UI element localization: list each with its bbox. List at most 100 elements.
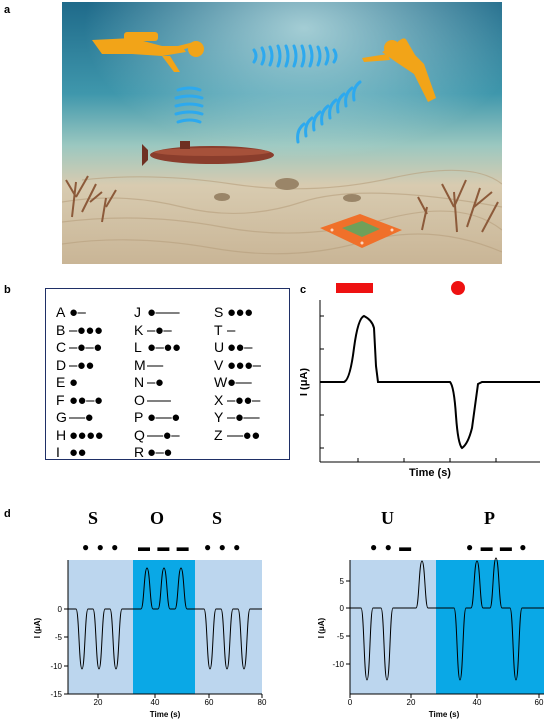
morse-letter: V xyxy=(214,356,224,373)
morse-code: ●‒● xyxy=(147,444,172,461)
morse-row-l: L ●‒●● xyxy=(134,340,181,355)
morse-letter: Y xyxy=(214,409,224,425)
morse-row-x: X ‒●●‒ xyxy=(214,393,260,408)
morse-code: ●●●‒ xyxy=(227,356,261,374)
morse-letter: P xyxy=(134,409,144,425)
morse-row-d: D ‒●● xyxy=(56,358,94,373)
morse-row-v: V ●●●‒ xyxy=(214,358,261,373)
code-s1: ● ● ● xyxy=(82,540,121,554)
pulse-trace xyxy=(320,314,540,450)
morse-code: ●●● xyxy=(227,304,253,321)
morse-row-n: N ‒● xyxy=(134,374,164,391)
morse-code: ‒‒‒ xyxy=(147,391,171,409)
code-s2: ● ● ● xyxy=(204,540,243,554)
morse-letter: A xyxy=(56,304,66,320)
svg-text:60: 60 xyxy=(535,698,544,707)
morse-letter: L xyxy=(134,339,142,355)
svg-text:80: 80 xyxy=(258,698,267,707)
word-letter-p: P xyxy=(484,508,495,528)
band-p xyxy=(436,560,544,694)
sensor-device xyxy=(320,214,402,248)
word-letter-s2: S xyxy=(212,508,223,528)
morse-letter: N xyxy=(134,374,145,390)
morse-letter: O xyxy=(134,391,145,408)
morse-letter: Z xyxy=(214,426,223,443)
morse-row-a: A ●‒ xyxy=(56,304,86,321)
morse-code: ‒● xyxy=(147,374,164,391)
morse-code: ●‒‒‒ xyxy=(147,304,180,321)
morse-code: ‒‒●● xyxy=(227,426,260,444)
band-s1 xyxy=(68,560,133,694)
morse-code: ‒●● xyxy=(69,356,94,374)
morse-letter: X xyxy=(214,391,224,408)
svg-text:0: 0 xyxy=(348,698,353,707)
morse-code: ●‒‒● xyxy=(147,409,180,426)
x-ticks xyxy=(357,458,497,462)
svg-text:5: 5 xyxy=(340,577,345,586)
morse-code: ‒●‒● xyxy=(69,339,102,356)
morse-code-table: A ●‒ B ‒●●● C ‒●‒● D ‒●● E ● F ●●‒● G ‒‒● H ●●●● I ●● J ●‒‒… xyxy=(45,288,290,460)
word-letter-u: U xyxy=(381,508,394,528)
panel-d-right-xlabel: Time (s) xyxy=(429,710,460,719)
morse-row-j: J ●‒‒‒ xyxy=(134,304,180,321)
svg-text:-5: -5 xyxy=(337,632,345,641)
code-u: ● ● ▬ xyxy=(370,540,414,554)
morse-code: ‒●‒‒ xyxy=(227,409,260,426)
dash-symbol xyxy=(336,283,373,293)
code-p: ● ▬ ▬ ● xyxy=(466,540,529,554)
morse-code: ●●●● xyxy=(69,426,104,444)
morse-letter: R xyxy=(134,444,145,460)
code-o: ▬ ▬ ▬ xyxy=(138,540,191,554)
morse-letter: G xyxy=(56,409,67,425)
dot-symbol xyxy=(451,281,465,295)
panel-d-left-xlabel: Time (s) xyxy=(150,710,181,719)
svg-text:-10: -10 xyxy=(332,660,344,669)
morse-code: ●●‒● xyxy=(69,391,103,409)
diver-right xyxy=(362,38,436,102)
morse-row-m: M‒‒ xyxy=(134,358,163,373)
morse-code: ● xyxy=(69,374,78,391)
panel-label-a: a xyxy=(4,4,11,16)
svg-text:60: 60 xyxy=(205,698,214,707)
diver-left xyxy=(92,32,204,72)
morse-code: ●‒ xyxy=(69,304,86,321)
word-letter-s1: S xyxy=(88,508,99,528)
morse-code: ‒●●● xyxy=(69,321,103,339)
morse-letter: T xyxy=(214,321,223,338)
morse-row-y: Y ‒●‒‒ xyxy=(214,409,260,426)
morse-code: ‒‒● xyxy=(69,409,94,426)
panel-label-c: c xyxy=(300,284,307,296)
morse-code: ‒●‒ xyxy=(147,321,172,339)
morse-code: ●‒●● xyxy=(147,339,181,356)
band-o xyxy=(133,560,195,694)
svg-text:40: 40 xyxy=(473,698,482,707)
band-s2 xyxy=(195,560,262,694)
morse-letter: F xyxy=(56,391,65,408)
scene-svg xyxy=(62,2,502,264)
panel-label-b: b xyxy=(4,284,11,296)
morse-letter: K xyxy=(134,321,144,338)
submarine xyxy=(142,141,274,166)
morse-row-z: Z ‒‒●● xyxy=(214,428,260,443)
panel-c-xlabel: Time (s) xyxy=(409,467,451,479)
morse-letter: J xyxy=(134,304,141,320)
morse-code: ‒‒●‒ xyxy=(147,426,180,444)
morse-letter: W xyxy=(214,374,228,390)
morse-letter: Q xyxy=(134,426,145,443)
morse-row-o: O ‒‒‒ xyxy=(134,393,171,408)
morse-letter: D xyxy=(56,356,67,373)
morse-row-u: U ●●‒ xyxy=(214,340,252,355)
morse-letter: M xyxy=(134,356,146,373)
morse-row-s: S ●●● xyxy=(214,305,253,320)
svg-text:40: 40 xyxy=(151,698,160,707)
morse-row-t: T ‒ xyxy=(214,323,235,338)
left-yticks: 0 -5 -10 -15 xyxy=(50,605,68,699)
left-xticks: 20 40 60 80 xyxy=(94,694,267,707)
morse-letter: B xyxy=(56,321,66,338)
svg-text:0: 0 xyxy=(340,604,345,613)
up-trace xyxy=(350,557,544,681)
underwater-scene-illustration xyxy=(62,2,502,264)
morse-row-e: E ● xyxy=(56,375,78,390)
panel-c-chart: I (μA) Time (s) xyxy=(300,281,540,479)
right-yticks: 5 0 -5 -10 xyxy=(332,577,350,669)
